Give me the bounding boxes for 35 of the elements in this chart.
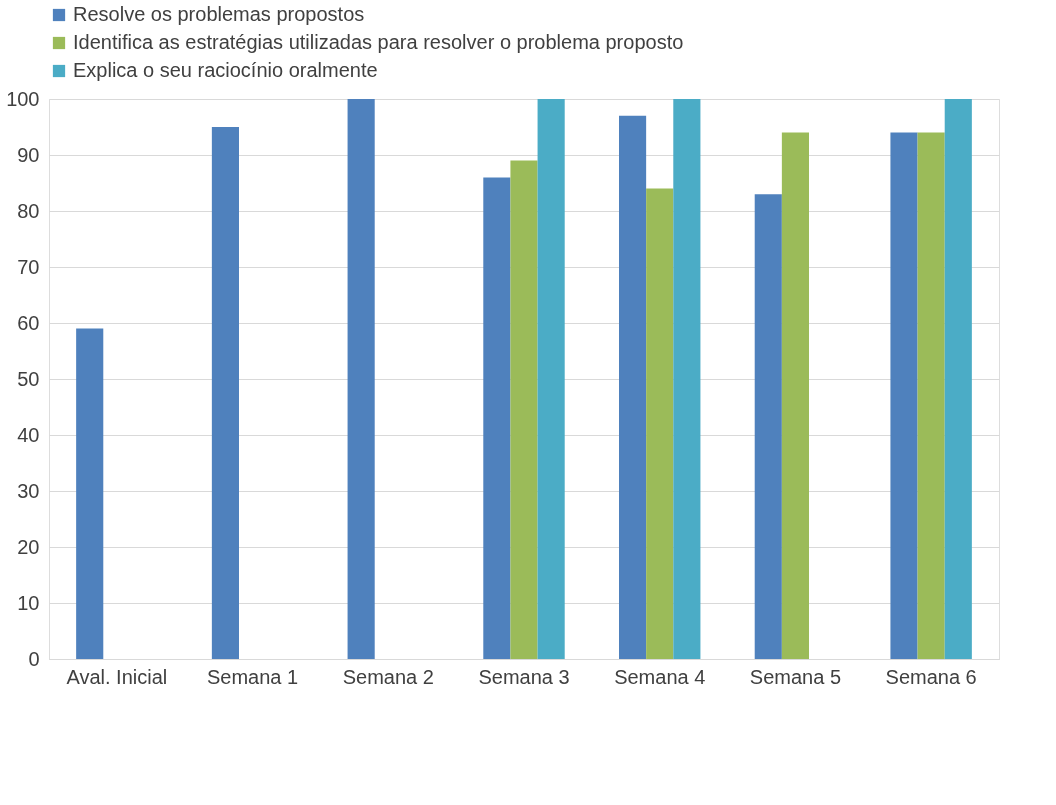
bar xyxy=(510,160,538,659)
x-tick-label: Semana 6 xyxy=(885,665,977,688)
bar xyxy=(537,99,565,659)
y-tick-label: 10 xyxy=(17,591,40,614)
legend-label: Identifica as estratégias utilizadas para resolver o problema proposto xyxy=(73,31,684,53)
y-tick-label: 70 xyxy=(17,255,40,278)
legend-label: Explica o seu raciocínio oralmente xyxy=(73,59,378,81)
bar xyxy=(890,132,918,659)
y-tick-label: 100 xyxy=(6,87,40,110)
bar xyxy=(781,132,809,659)
y-tick-label: 0 xyxy=(28,647,40,670)
bar xyxy=(944,99,972,659)
bar xyxy=(347,99,375,659)
x-tick-label: Aval. Inicial xyxy=(66,665,168,688)
y-tick-label: 30 xyxy=(17,479,40,502)
y-tick-label: 40 xyxy=(17,423,40,446)
x-tick-label: Semana 1 xyxy=(206,665,299,688)
bar xyxy=(917,132,945,659)
y-tick-label: 60 xyxy=(17,311,40,334)
y-tick-label: 20 xyxy=(17,535,40,558)
x-tick-label: Semana 5 xyxy=(749,665,842,688)
legend-label: Resolve os problemas propostos xyxy=(73,3,365,25)
bar xyxy=(483,177,511,659)
bar xyxy=(673,99,701,659)
bar xyxy=(619,115,647,659)
bar xyxy=(76,328,104,659)
bar xyxy=(646,188,674,659)
y-tick-label: 50 xyxy=(17,367,40,390)
bar xyxy=(211,127,239,659)
x-tick-label: Semana 2 xyxy=(342,665,434,688)
bar xyxy=(754,194,782,659)
x-tick-label: Semana 4 xyxy=(614,665,706,688)
y-tick-label: 80 xyxy=(17,199,40,222)
x-tick-label: Semana 3 xyxy=(478,665,570,688)
y-tick-label: 90 xyxy=(17,143,40,166)
